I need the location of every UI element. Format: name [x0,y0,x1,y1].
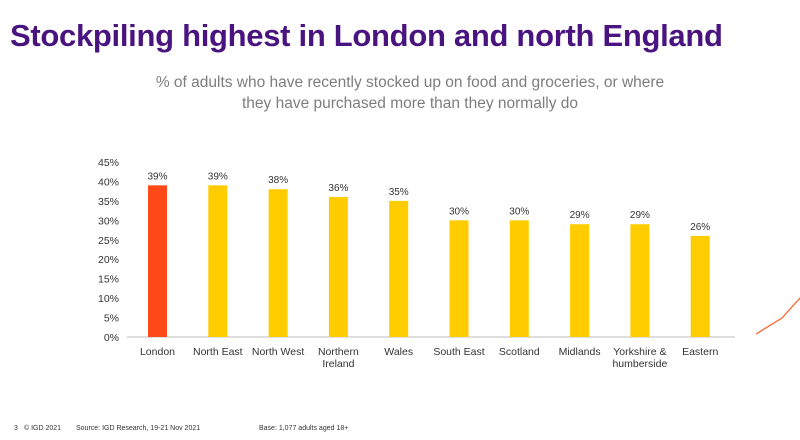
y-tick-label: 45% [98,157,119,169]
x-tick-label: Eastern [682,346,718,358]
subtitle-line-2: they have purchased more than they norma… [241,95,579,112]
bar [389,200,409,337]
x-tick-label: Northern [318,346,359,358]
y-tick-label: 35% [98,196,119,208]
x-tick-label: humberside [612,358,667,370]
data-label: 29% [630,210,650,221]
chart-subtitle: % of adults who have recently stocked up… [100,72,720,114]
source-note: Source: IGD Research, 19-21 Nov 2021 [76,425,201,432]
x-tick-label: Midlands [559,346,601,358]
x-tick-label: Wales [384,346,413,358]
data-label: 39% [147,171,167,182]
y-tick-label: 40% [98,176,119,188]
data-label: 30% [449,206,469,217]
x-tick-label: Ireland [322,358,354,370]
bar [148,185,167,337]
copyright: © IGD 2021 [24,425,62,432]
data-label: 39% [208,171,228,182]
bar [328,197,348,337]
x-tick-label: Scotland [499,346,540,358]
bar [208,185,228,337]
y-tick-label: 0% [104,332,119,344]
bar [630,224,650,337]
bar [449,220,469,337]
bar [268,189,288,337]
y-tick-label: 25% [98,235,119,247]
x-tick-label: North East [193,346,243,358]
page-title: Stockpiling highest in London and north … [10,18,723,53]
x-tick-label: South East [433,346,484,358]
y-tick-label: 20% [98,254,119,266]
data-label: 35% [389,187,409,198]
y-tick-label: 15% [98,274,119,286]
x-tick-label: Yorkshire & [613,346,666,358]
data-label: 30% [509,206,529,217]
bar [690,235,710,337]
y-tick-label: 10% [98,293,119,305]
x-tick-label: North West [252,346,304,358]
x-tick-label: London [140,346,175,358]
page-number: 3 [14,425,18,432]
y-tick-label: 30% [98,215,119,227]
data-label: 26% [690,222,710,233]
data-label: 36% [328,183,348,194]
base-note: Base: 1,077 adults aged 18+ [259,425,349,432]
subtitle-line-1: % of adults who have recently stocked up… [155,74,665,91]
data-label: 29% [570,210,590,221]
y-tick-label: 5% [104,313,119,325]
bar [570,224,590,337]
bar [509,220,529,337]
data-label: 38% [268,175,288,186]
